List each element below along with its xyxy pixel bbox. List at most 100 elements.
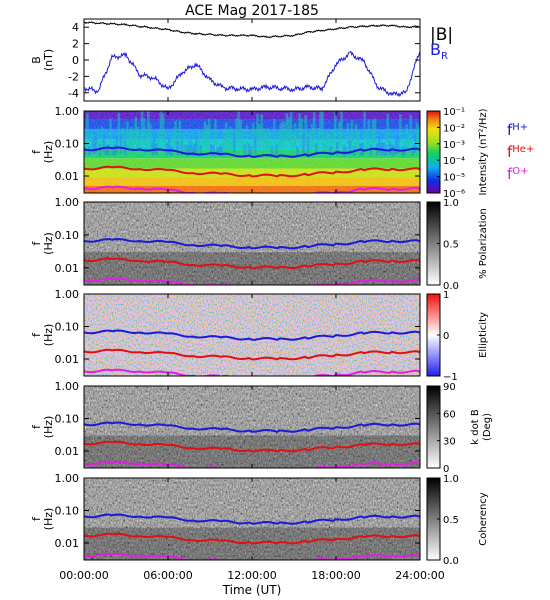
colorbar-tick-label: 0.5 xyxy=(443,515,459,526)
colorbar-tick-label: 10⁻² xyxy=(443,123,465,134)
ellipticity-texture xyxy=(84,294,420,376)
y-label-sub: (nT) xyxy=(42,49,55,71)
colorbar-label: % Polarization xyxy=(478,208,489,279)
y-tick-label: 1.00 xyxy=(55,196,80,209)
legend-f-item: fH+ xyxy=(507,121,528,139)
series-line-br xyxy=(83,50,421,98)
colorbar-label-text: Ellipticity xyxy=(478,312,489,358)
y-tick-label: 0.01 xyxy=(55,262,80,275)
x-tick-label: 24:00:00 xyxy=(395,569,444,582)
panel-spectrogram-1: 1.000.100.01f (Hz)10⁻¹10⁻²10⁻³10⁻⁴10⁻⁵10⁻… xyxy=(30,105,489,200)
overlay-he-plus xyxy=(84,440,420,453)
y-tick-label: 0.10 xyxy=(55,321,80,334)
colorbar: 1 0 −1 Ellipticity xyxy=(426,290,489,383)
y-tick-label: 1.00 xyxy=(55,380,80,393)
overlay-h-plus xyxy=(84,421,420,433)
panel-spectrogram-2: 1.000.100.01f (Hz)1.00.50.0% Polarization xyxy=(30,196,489,292)
legend-f-item: fO+ xyxy=(507,165,529,183)
spectrogram-image xyxy=(84,294,420,376)
colorbar-tick-label: 10⁻⁵ xyxy=(443,173,465,184)
y-axis-label: B (nT) xyxy=(30,49,55,71)
series-line-bmag xyxy=(83,21,421,39)
x-axis-label: Time (UT) xyxy=(222,583,282,597)
y-label-main: f xyxy=(30,424,43,429)
legend-f-sub: O+ xyxy=(512,166,528,177)
y-tick-label: 0.01 xyxy=(55,537,80,550)
gray-texture xyxy=(84,386,420,468)
colorbar-tick-label: 1.0 xyxy=(443,198,459,209)
overlay-he-plus xyxy=(84,165,420,178)
colorbar-tick-label: 0.0 xyxy=(443,556,459,567)
x-tick-label: 06:00:00 xyxy=(143,569,192,582)
colorbar: 10⁻¹ 10⁻² 10⁻³ 10⁻⁴ 10⁻⁵ 10⁻⁶ Intensity (nT²/H… xyxy=(426,107,489,200)
legend-f-main: f xyxy=(507,121,513,139)
legend-br-sub: R xyxy=(441,51,448,62)
legend-f-item: fHe+ xyxy=(507,143,534,161)
y-axis-label: f (Hz) xyxy=(30,232,55,255)
colorbar-label-text: % Polarization xyxy=(478,208,489,279)
y-axis-label: f (Hz) xyxy=(30,508,55,531)
legend-bmag: |B| xyxy=(430,25,453,45)
overlay-h-plus xyxy=(84,513,420,525)
overlay-he-plus xyxy=(84,532,420,545)
colorbar-label: Ellipticity xyxy=(478,312,489,358)
colorbar-tick-label: 10⁻¹ xyxy=(443,107,465,118)
colorbar-tick-label: 1 xyxy=(443,290,449,301)
colorbar-gradient xyxy=(426,385,441,469)
y-tick-label: 0.10 xyxy=(55,505,80,518)
colorbar-tick-label: 10⁻⁴ xyxy=(443,156,465,167)
y-tick-label: -2 xyxy=(68,70,79,83)
y-tick-label: -4 xyxy=(68,87,79,100)
y-label-sub: (Hz) xyxy=(42,508,55,531)
y-axis-label: f (Hz) xyxy=(30,141,55,164)
colorbar-tick-label: 1.0 xyxy=(443,474,459,485)
y-label-sub: (Hz) xyxy=(42,141,55,164)
colorbar-label-text: k dot B xyxy=(470,409,481,445)
colorbar-label: Coherency xyxy=(478,492,489,545)
overlay-h-plus xyxy=(84,146,420,158)
colorbar-tick-label: 90 xyxy=(443,382,456,393)
overlay-he-plus xyxy=(84,257,420,270)
y-tick-label: 2 xyxy=(72,38,79,51)
y-label-sub: (Hz) xyxy=(42,232,55,255)
colorbar-tick-label: 0.5 xyxy=(443,240,459,251)
y-label-main: f xyxy=(30,240,43,245)
figure-title: ACE Mag 2017-185 xyxy=(185,3,319,19)
spectrogram-image xyxy=(84,386,420,468)
colorbar: 90 60 30 0 k dot B (Deg) xyxy=(426,382,493,475)
y-label-main: f xyxy=(30,332,43,337)
colorbar-label: Intensity (nT²/Hz) xyxy=(478,108,489,195)
legend-br: BR xyxy=(430,40,448,62)
legend-f-sub: He+ xyxy=(512,144,534,155)
legend-br-main: B xyxy=(430,40,441,59)
colorbar-tick-label: 10⁻⁶ xyxy=(443,189,465,200)
colorbar-tick-label: 30 xyxy=(443,437,456,448)
y-tick-label: 0.01 xyxy=(55,445,80,458)
spectrogram-image xyxy=(84,111,420,193)
panel-b-field: 420-2-4B (nT)|B|BR xyxy=(30,18,453,102)
colorbar-gradient xyxy=(426,110,441,194)
colorbar-label: k dot B (Deg) xyxy=(470,409,493,445)
overlay-h-plus xyxy=(84,329,420,341)
colorbar-label-text: Intensity (nT²/Hz) xyxy=(478,108,489,195)
x-tick-label: 18:00:00 xyxy=(311,569,360,582)
y-tick-label: 0.01 xyxy=(55,170,80,183)
colorbar: 1.0 0.5 0.0 % Polarization xyxy=(426,198,489,292)
y-tick-label: 1.00 xyxy=(55,472,80,485)
y-tick-label: 0.10 xyxy=(55,413,80,426)
x-axis: 00:00:00 06:00:00 12:00:00 18:00:00 24:00:00… xyxy=(59,569,444,597)
overlay-o-plus xyxy=(84,368,420,376)
x-tick-label: 00:00:00 xyxy=(59,569,108,582)
legend-f-sub: H+ xyxy=(512,122,528,133)
panel-spectrogram-5: 1.00 0.10 0.01f (Hz) 1.0 0.5 0.0 Coherency xyxy=(30,472,489,567)
y-label-main: B xyxy=(30,56,43,64)
y-label-sub: (Hz) xyxy=(42,324,55,347)
legend-f-main: f xyxy=(507,143,513,161)
gray-texture xyxy=(84,202,420,285)
colorbar-tick-label: 0 xyxy=(443,464,449,475)
y-label-main: f xyxy=(30,149,43,154)
y-label-sub: (Hz) xyxy=(42,416,55,439)
